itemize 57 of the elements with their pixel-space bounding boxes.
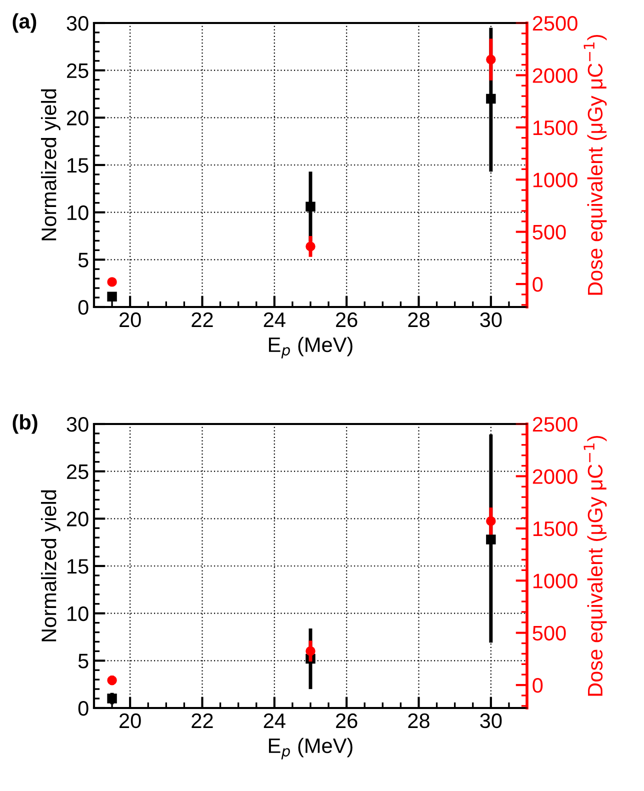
- x-tick-label: 24: [264, 713, 286, 728]
- point: [306, 202, 316, 212]
- x-tick-label: 26: [336, 713, 358, 728]
- y-tick-label: 0: [78, 300, 88, 315]
- y-tick-label: 25: [67, 63, 88, 78]
- y-tick-label: 5: [78, 252, 88, 268]
- x-tick-label: 30: [480, 312, 502, 328]
- point: [486, 516, 496, 526]
- y-tick-label: 15: [68, 158, 88, 173]
- point: [107, 277, 117, 287]
- y2-tick-label: 2000: [532, 68, 578, 83]
- y2-tick-label: 2500: [532, 417, 578, 432]
- point: [486, 54, 496, 64]
- y-tick-label: 30: [66, 417, 88, 432]
- x-axis-title: E$_{p}$ (MeV): [268, 336, 352, 358]
- y-axis-title: Normalized yield: [40, 490, 60, 642]
- y-tick-label: 30: [66, 16, 88, 31]
- y2-tick-label: 1000: [533, 574, 578, 588]
- y2-tick-label: 0: [532, 678, 543, 693]
- y2-tick-label: 0: [532, 277, 543, 292]
- point: [107, 694, 117, 704]
- y2-tick-label: 500: [532, 224, 566, 240]
- x-tick-label: 22: [192, 713, 213, 728]
- x-axis-title: E$_{p}$ (MeV): [268, 738, 352, 760]
- point: [107, 292, 117, 302]
- y2-tick-label: 2500: [532, 16, 578, 31]
- y2-tick-label: 2000: [532, 469, 578, 484]
- y-tick-label: 25: [67, 464, 88, 480]
- x-tick-label: 20: [120, 713, 141, 728]
- x-tick-label: 24: [264, 312, 286, 327]
- x-tick-label: 22: [192, 312, 213, 327]
- chart-title: (a): [12, 13, 36, 33]
- x-tick-label: 30: [480, 713, 502, 728]
- y-tick-label: 20: [67, 512, 88, 526]
- x-tick-label: 28: [408, 713, 430, 728]
- y-axis-title: Normalized yield: [40, 89, 60, 240]
- y2-tick-label: 1500: [533, 120, 578, 136]
- y-tick-label: 10: [68, 606, 88, 622]
- x-tick-label: 20: [120, 312, 141, 328]
- y-tick-label: 10: [68, 205, 88, 220]
- chart-title: (b): [12, 414, 38, 434]
- y-tick-label: 20: [67, 110, 88, 126]
- x-tick-label: 26: [336, 312, 358, 328]
- point: [306, 242, 316, 252]
- y2-tick-label: 500: [532, 626, 566, 641]
- y2-tick-label: 1500: [533, 521, 578, 536]
- point: [486, 534, 496, 544]
- point: [306, 646, 316, 656]
- y2-tick-label: 1000: [533, 172, 578, 188]
- point: [486, 94, 496, 104]
- y2-axis-title: Dose equivalent (μGy μC$^{−1}$): [584, 436, 607, 696]
- y-tick-label: 15: [68, 559, 88, 574]
- y-tick-label: 5: [78, 654, 88, 668]
- y2-axis-title: Dose equivalent (μGy μC$^{−1}$): [584, 34, 607, 295]
- point: [107, 675, 117, 686]
- y-tick-label: 0: [78, 701, 88, 716]
- x-tick-label: 28: [408, 312, 430, 328]
